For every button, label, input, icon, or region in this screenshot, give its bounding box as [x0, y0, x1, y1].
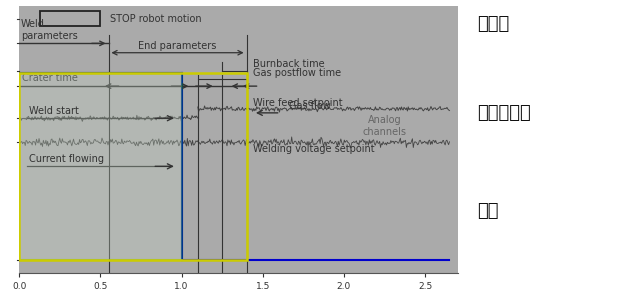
Text: Welding voltage setpoint: Welding voltage setpoint — [253, 144, 374, 154]
Bar — [40, 11, 100, 26]
Bar — [19, 73, 182, 260]
Text: Weld start: Weld start — [29, 105, 79, 116]
Text: Gas postflow time: Gas postflow time — [253, 68, 341, 78]
Text: STOP robot motion: STOP robot motion — [110, 14, 202, 24]
Text: End parameters: End parameters — [138, 41, 217, 50]
Text: Current flowing: Current flowing — [29, 154, 104, 164]
Text: Weld
parameters: Weld parameters — [21, 19, 77, 41]
Text: Gas flow: Gas flow — [289, 101, 330, 111]
Text: Wire feed setpoint: Wire feed setpoint — [253, 97, 342, 108]
Text: 的焊接参数: 的焊接参数 — [477, 104, 531, 122]
Text: 收弧时: 收弧时 — [477, 15, 509, 33]
Text: Crater time: Crater time — [22, 73, 78, 83]
Text: Burnback time: Burnback time — [253, 59, 324, 69]
Text: 控制: 控制 — [477, 202, 499, 220]
Text: Analog
channels: Analog channels — [362, 116, 406, 137]
Bar — [19, 73, 246, 260]
